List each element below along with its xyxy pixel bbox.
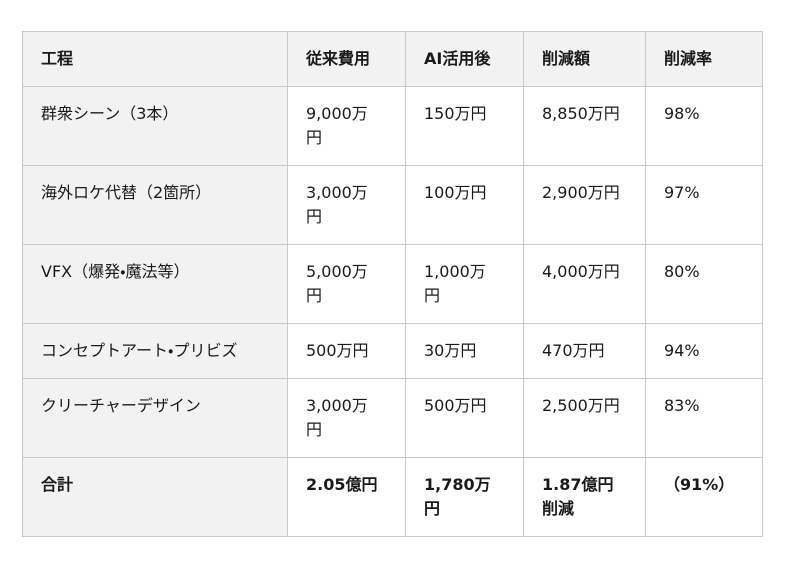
cell-reduction-amount: 1.87億円 削減 <box>523 457 646 537</box>
cell-after-ai: 500万円 <box>405 378 524 458</box>
row-overseas-location: 海外ロケ代替（2箇所） 3,000万 円 100万円 2,900万円 97% <box>22 165 763 245</box>
cell-after-ai: 1,780万 円 <box>405 457 524 537</box>
cell-reduction-rate: 83% <box>645 378 763 458</box>
cell-process: 合計 <box>22 457 288 537</box>
col-header-conventional-cost: 従来費用 <box>287 31 406 87</box>
cell-after-ai: 150万円 <box>405 86 524 166</box>
cell-reduction-amount: 8,850万円 <box>523 86 646 166</box>
cell-reduction-rate: （91%） <box>645 457 763 537</box>
col-header-reduction-rate: 削減率 <box>645 31 763 87</box>
cell-conventional-cost: 500万円 <box>287 323 406 379</box>
cell-reduction-amount: 4,000万円 <box>523 244 646 324</box>
cell-after-ai: 30万円 <box>405 323 524 379</box>
cell-reduction-amount: 2,500万円 <box>523 378 646 458</box>
cell-process: コンセプトアート・プリビズ <box>22 323 288 379</box>
row-creature-design: クリーチャーデザイン 3,000万 円 500万円 2,500万円 83% <box>22 378 763 458</box>
row-vfx: VFX（爆発・魔法等） 5,000万 円 1,000万 円 4,000万円 80… <box>22 244 763 324</box>
col-header-reduction-amount: 削減額 <box>523 31 646 87</box>
row-total: 合計 2.05億円 1,780万 円 1.87億円 削減 （91%） <box>22 457 763 537</box>
cell-process: クリーチャーデザイン <box>22 378 288 458</box>
cell-reduction-rate: 80% <box>645 244 763 324</box>
cell-reduction-rate: 97% <box>645 165 763 245</box>
cell-conventional-cost: 3,000万 円 <box>287 165 406 245</box>
cell-reduction-rate: 98% <box>645 86 763 166</box>
cell-conventional-cost: 3,000万 円 <box>287 378 406 458</box>
cell-conventional-cost: 5,000万 円 <box>287 244 406 324</box>
header-row: 工程 従来費用 AI活用後 削減額 削減率 <box>22 31 763 87</box>
cell-process: 海外ロケ代替（2箇所） <box>22 165 288 245</box>
cell-conventional-cost: 2.05億円 <box>287 457 406 537</box>
cost-reduction-table: 工程 従来費用 AI活用後 削減額 削減率 群衆シーン（3本） 9,000万 円… <box>22 31 763 537</box>
row-crowd-scenes: 群衆シーン（3本） 9,000万 円 150万円 8,850万円 98% <box>22 86 763 166</box>
cell-process: VFX（爆発・魔法等） <box>22 244 288 324</box>
cell-reduction-rate: 94% <box>645 323 763 379</box>
col-header-after-ai: AI活用後 <box>405 31 524 87</box>
cell-after-ai: 100万円 <box>405 165 524 245</box>
cell-reduction-amount: 2,900万円 <box>523 165 646 245</box>
cell-conventional-cost: 9,000万 円 <box>287 86 406 166</box>
cell-reduction-amount: 470万円 <box>523 323 646 379</box>
cell-after-ai: 1,000万 円 <box>405 244 524 324</box>
row-concept-art: コンセプトアート・プリビズ 500万円 30万円 470万円 94% <box>22 323 763 379</box>
col-header-process: 工程 <box>22 31 288 87</box>
cell-process: 群衆シーン（3本） <box>22 86 288 166</box>
